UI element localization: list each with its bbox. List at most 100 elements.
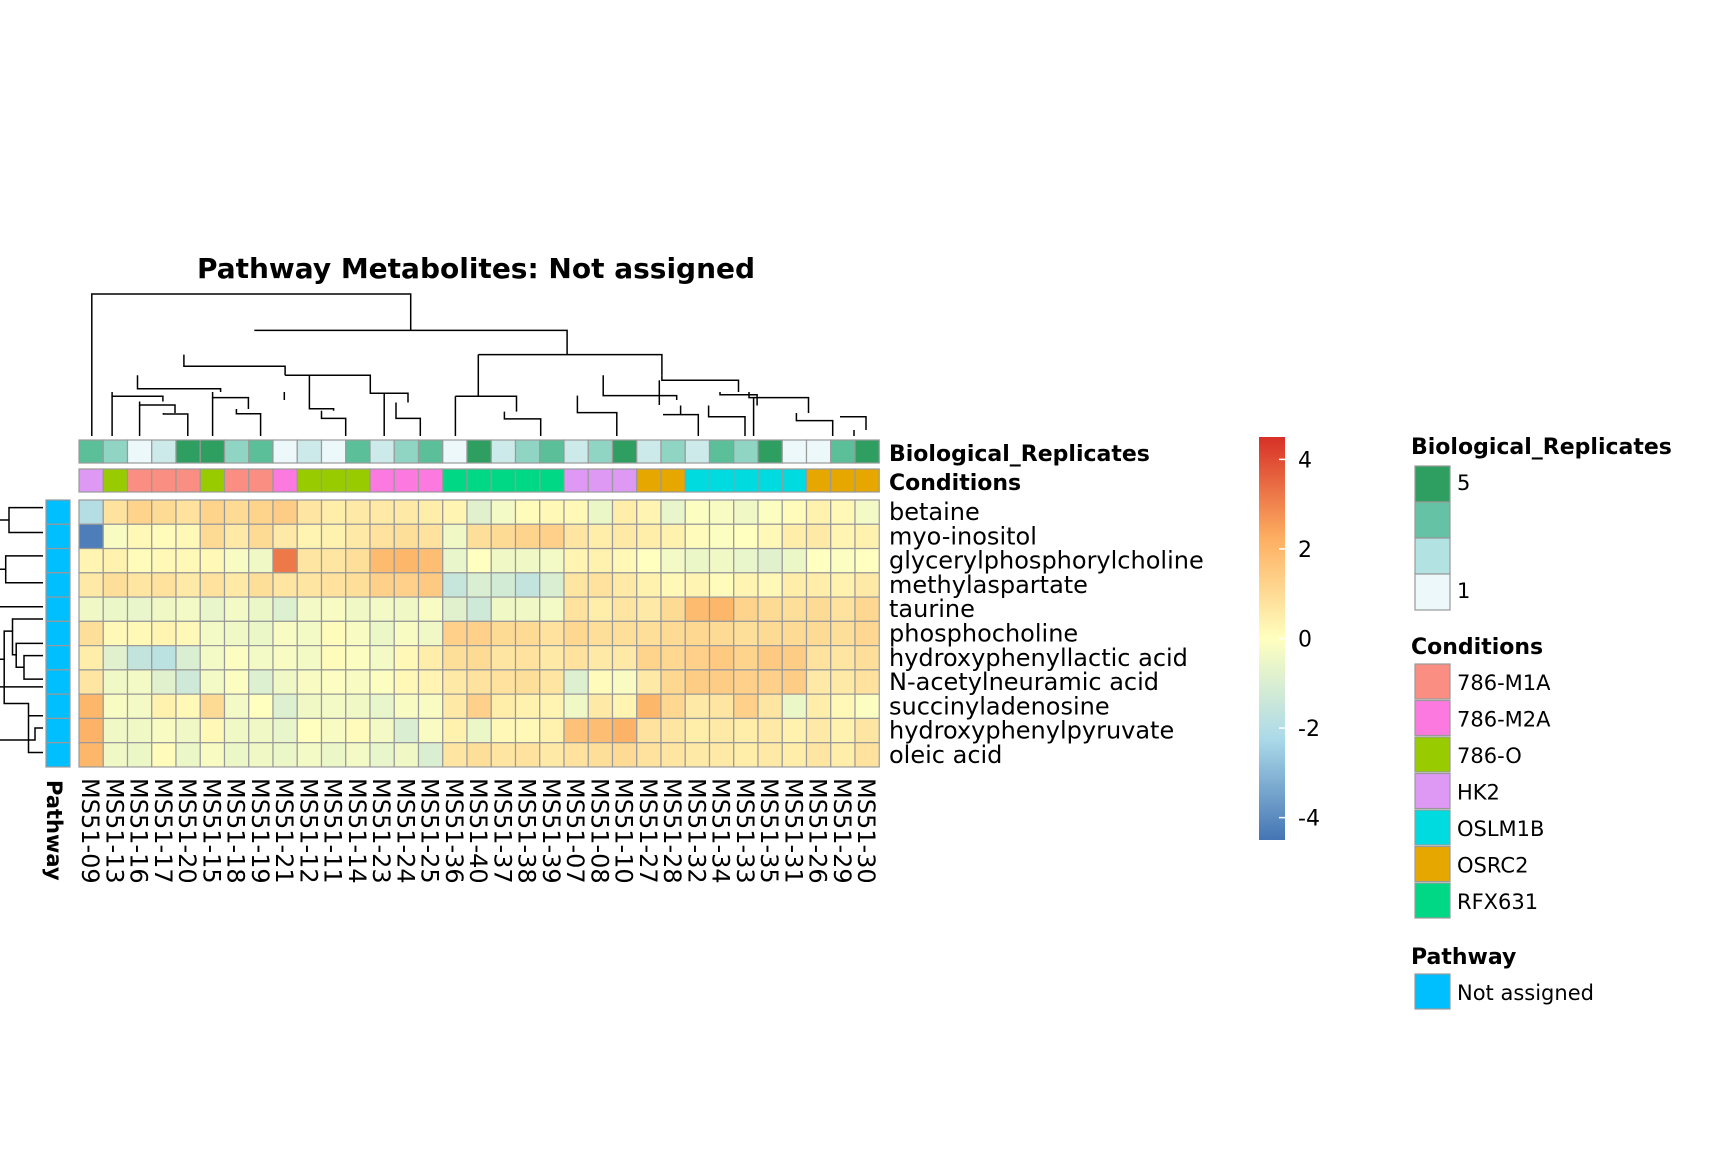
heatmap-cell (660, 596, 686, 622)
sample-label: MS51-39 (537, 778, 565, 884)
heatmap-cell (490, 717, 517, 744)
replicate-cell (175, 439, 201, 464)
heatmap-cell (369, 693, 395, 720)
sample-label: MS51-26 (804, 778, 832, 884)
heatmap-cell (708, 596, 735, 622)
heatmap-cell (733, 620, 759, 647)
sample-label: MS51-12 (294, 778, 322, 884)
pathway-cell (45, 620, 71, 647)
heatmap-cell (466, 717, 492, 744)
heatmap-cell (757, 669, 783, 695)
heatmap-cell (684, 669, 711, 695)
sample-label: MS51-25 (416, 778, 444, 884)
heatmap-cell (442, 572, 468, 598)
sample-label: MS51-40 (464, 778, 492, 884)
heatmap-cell (296, 596, 323, 622)
heatmap-cell (296, 645, 323, 671)
heatmap-cell (854, 596, 880, 622)
heatmap-cell (78, 596, 104, 622)
heatmap-cell (490, 620, 517, 647)
heatmap-cell (320, 547, 347, 574)
heatmap-cell (296, 717, 323, 744)
legend-condition-swatch (1414, 882, 1451, 919)
heatmap-cell (272, 717, 298, 744)
heatmap-cell (611, 669, 638, 695)
heatmap-cell (151, 572, 177, 598)
heatmap-cell (587, 645, 614, 671)
heatmap-cell (175, 693, 201, 720)
condition-cell (563, 468, 589, 493)
row-dendrogram (0, 506, 43, 754)
heatmap-cell (781, 572, 808, 598)
heatmap-cell (708, 499, 735, 525)
heatmap-cell (223, 523, 250, 550)
heatmap-cell (393, 620, 420, 647)
heatmap-cell (757, 596, 783, 622)
replicate-cell (393, 439, 420, 464)
replicate-cell (854, 439, 880, 464)
metabolite-labels: betainemyo-inositolglycerylphosphorylcho… (889, 498, 1204, 769)
sample-label: MS51-08 (585, 778, 613, 884)
heatmap-cell (660, 547, 686, 574)
heatmap-cell (539, 620, 565, 647)
sample-label: MS51-31 (779, 778, 807, 884)
heatmap-cell (539, 596, 565, 622)
heatmap-cell (636, 596, 662, 622)
heatmap-cell (102, 620, 129, 647)
heatmap-cell (272, 547, 298, 574)
heatmap-cell (102, 523, 129, 550)
metabolite-label: N-acetylneuramic acid (889, 668, 1159, 696)
heatmap-cell (442, 523, 468, 550)
heatmap-cell (805, 669, 832, 695)
heatmap-cell (345, 717, 371, 744)
condition-cell (636, 468, 662, 493)
legend-replicates-min-label: 1 (1457, 579, 1470, 603)
heatmap-cell (102, 717, 129, 744)
pathway-cell (45, 523, 71, 550)
metabolite-label: betaine (889, 498, 980, 526)
heatmap-cell (587, 742, 614, 768)
condition-cell (830, 468, 856, 493)
condition-cell (78, 468, 104, 493)
metabolite-label: myo-inositol (889, 522, 1037, 550)
heatmap-cell (78, 693, 104, 720)
heatmap-cell (539, 717, 565, 744)
heatmap-cell (514, 499, 541, 525)
legend-biological-replicates: Biological_Replicates 5 1 (1411, 435, 1672, 611)
legend-condition-swatch (1414, 699, 1451, 737)
condition-cell (272, 468, 298, 493)
heatmap-cell (466, 693, 492, 720)
heatmap-cell (345, 523, 371, 550)
heatmap-cell (199, 620, 226, 647)
replicate-cell (708, 439, 735, 464)
condition-cell (248, 468, 274, 493)
heatmap-cell (248, 645, 274, 671)
heatmap-cell (563, 572, 589, 598)
sample-label: MS51-24 (391, 778, 419, 884)
color-scale-tick-label: 4 (1298, 448, 1312, 473)
sample-label: MS51-16 (125, 778, 153, 884)
heatmap-cell (175, 572, 201, 598)
legend-condition-swatch (1414, 663, 1451, 700)
legend-pathway-title: Pathway (1411, 945, 1516, 970)
heatmap-cell (830, 620, 856, 647)
heatmap-cell (272, 572, 298, 598)
heatmap-cell (248, 620, 274, 647)
heatmap-cell (369, 742, 395, 768)
heatmap-cell (587, 596, 614, 622)
heatmap-cell (175, 645, 201, 671)
replicate-cell (539, 439, 565, 464)
replicate-cell (296, 439, 323, 464)
heatmap-cell (369, 572, 395, 598)
sample-label: MS51-19 (246, 778, 274, 884)
condition-cell (296, 468, 323, 493)
heatmap-cell (684, 717, 711, 744)
legend-condition-label: 786-M1A (1457, 671, 1551, 695)
heatmap-cell (393, 669, 420, 695)
heatmap-cell (781, 596, 808, 622)
heatmap-cell (733, 547, 759, 574)
heatmap-cell (514, 547, 541, 574)
heatmap-cell (830, 742, 856, 768)
heatmap-cell (830, 645, 856, 671)
heatmap-cell (248, 547, 274, 574)
